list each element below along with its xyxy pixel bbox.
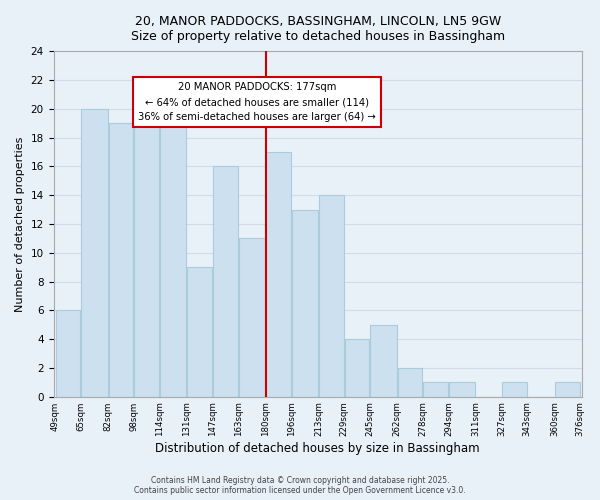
Bar xyxy=(398,368,422,396)
Bar xyxy=(213,166,238,396)
Bar xyxy=(319,195,344,396)
Bar xyxy=(555,382,580,396)
X-axis label: Distribution of detached houses by size in Bassingham: Distribution of detached houses by size … xyxy=(155,442,480,455)
Bar xyxy=(109,123,133,396)
Text: 20 MANOR PADDOCKS: 177sqm
← 64% of detached houses are smaller (114)
36% of semi: 20 MANOR PADDOCKS: 177sqm ← 64% of detac… xyxy=(138,82,376,122)
Bar xyxy=(82,108,107,397)
Title: 20, MANOR PADDOCKS, BASSINGHAM, LINCOLN, LN5 9GW
Size of property relative to de: 20, MANOR PADDOCKS, BASSINGHAM, LINCOLN,… xyxy=(131,15,505,43)
Bar xyxy=(266,152,291,396)
Bar xyxy=(134,108,159,397)
Bar xyxy=(502,382,527,396)
Bar xyxy=(345,339,370,396)
Bar xyxy=(449,382,475,396)
Bar xyxy=(187,267,212,396)
Bar xyxy=(292,210,318,396)
Y-axis label: Number of detached properties: Number of detached properties xyxy=(15,136,25,312)
Text: Contains HM Land Registry data © Crown copyright and database right 2025.
Contai: Contains HM Land Registry data © Crown c… xyxy=(134,476,466,495)
Bar xyxy=(424,382,448,396)
Bar xyxy=(370,324,397,396)
Bar xyxy=(160,123,187,396)
Bar xyxy=(56,310,80,396)
Bar xyxy=(239,238,265,396)
